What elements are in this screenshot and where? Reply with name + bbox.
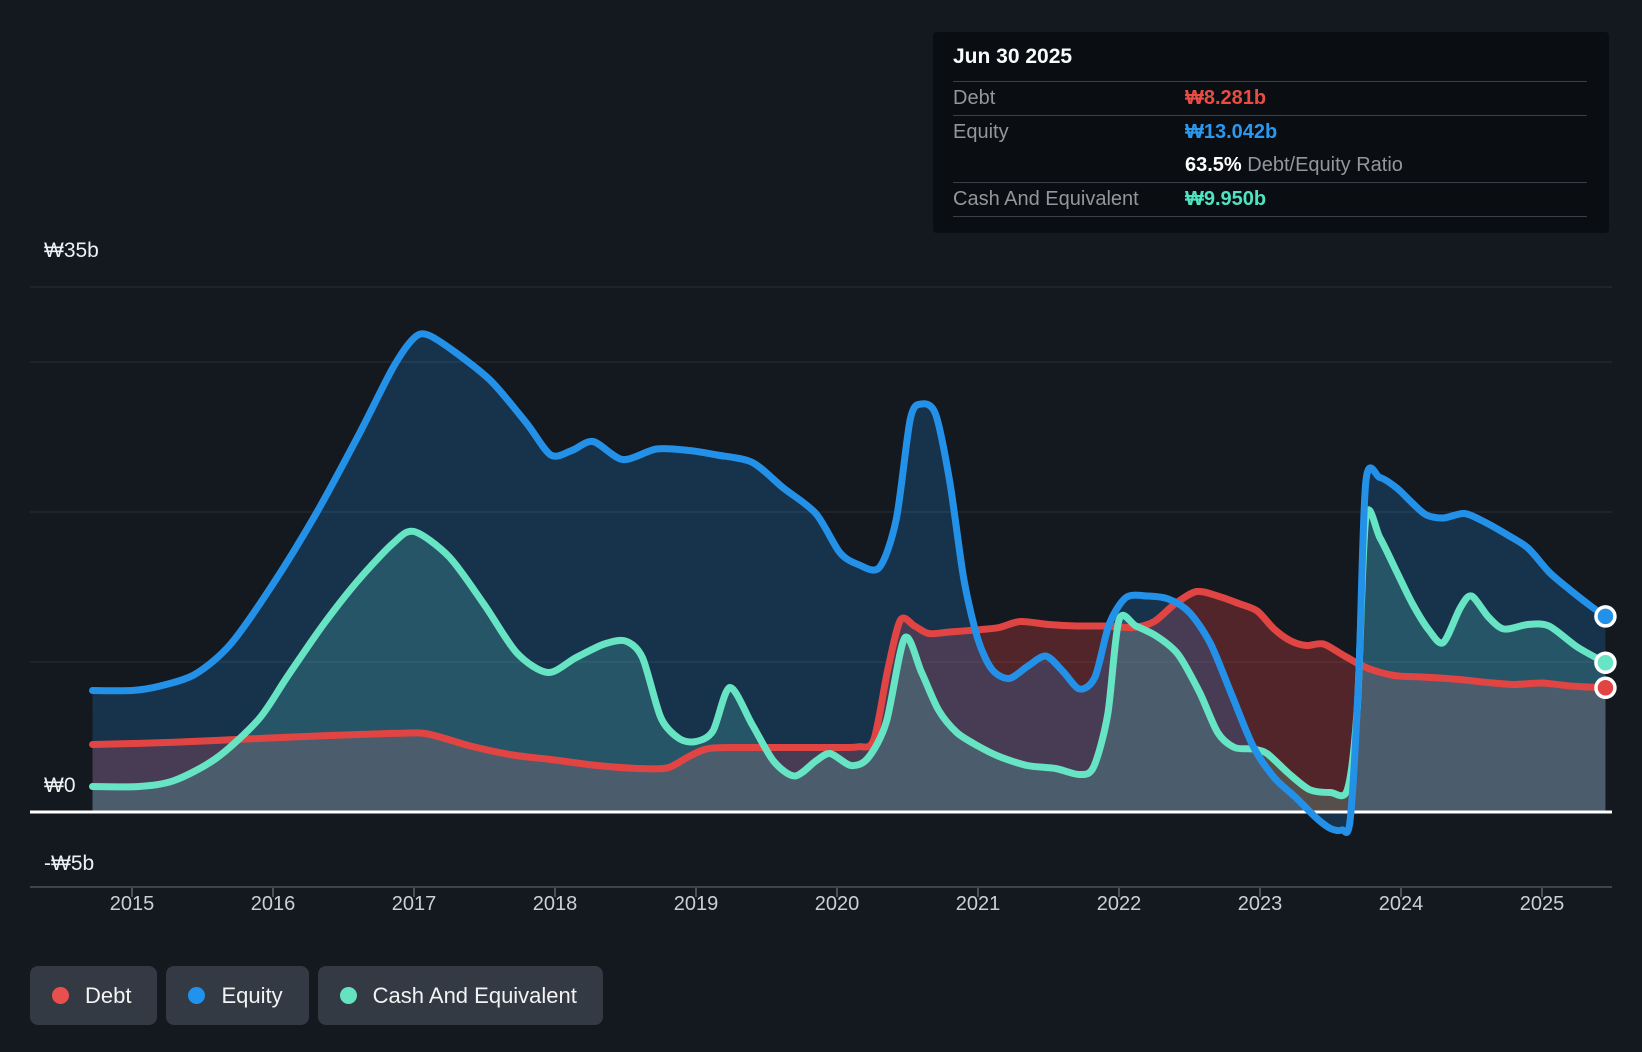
x-axis-label: 2016	[250, 893, 296, 915]
legend-item-debt[interactable]: Debt	[30, 966, 158, 1025]
equity-dot-icon	[188, 987, 206, 1004]
tooltip-debt-value: ₩8.281b	[1185, 87, 1267, 109]
legend-item-cash[interactable]: Cash And Equivalent	[317, 966, 603, 1025]
chart-legend: Debt Equity Cash And Equivalent	[30, 966, 603, 1025]
cash-and-equivalent-marker[interactable]	[1594, 651, 1617, 674]
tooltip-row-debt: Debt ₩8.281b	[953, 82, 1587, 116]
cash-and-equivalent-line	[89, 506, 1609, 800]
cash-dot-icon	[339, 987, 357, 1004]
legend-equity-label: Equity	[221, 982, 283, 1008]
legend-item-equity[interactable]: Equity	[166, 966, 309, 1025]
tooltip-cash-value: ₩9.950b	[1185, 188, 1267, 210]
x-axis-label: 2018	[532, 893, 578, 915]
x-axis-label: 2019	[673, 893, 719, 915]
tooltip-cash-label: Cash And Equivalent	[953, 188, 1139, 210]
tooltip-ratio-value: 63.5%	[1185, 154, 1242, 176]
chart-tooltip: Jun 30 2025 Debt ₩8.281b Equity ₩13.042b…	[933, 32, 1609, 233]
equity-area	[92, 333, 1606, 833]
debt-marker[interactable]	[1594, 676, 1617, 700]
x-axis-label: 2015	[109, 893, 155, 915]
tooltip-row-cash: Cash And Equivalent ₩9.950b	[953, 183, 1587, 217]
x-axis-label: 2021	[955, 893, 1001, 915]
x-axis-label: 2020	[814, 893, 860, 915]
x-axis-label: 2025	[1519, 893, 1565, 915]
equity-marker[interactable]	[1594, 605, 1617, 628]
debt-area	[92, 591, 1606, 812]
x-axis-label: 2017	[391, 893, 437, 915]
y-axis-label-35b: ₩35b	[44, 239, 99, 262]
legend-cash-label: Cash And Equivalent	[372, 982, 577, 1008]
tooltip-ratio: 63.5% Debt/Equity Ratio	[1185, 154, 1403, 176]
tooltip-equity-value: ₩13.042b	[1185, 121, 1278, 143]
tooltip-row-ratio: 63.5% Debt/Equity Ratio	[953, 149, 1587, 183]
y-axis-label-neg5b: -₩5b	[44, 852, 95, 875]
debt-dot-icon	[52, 987, 69, 1004]
tooltip-date: Jun 30 2025	[953, 32, 1587, 82]
legend-debt-label: Debt	[85, 982, 132, 1008]
x-axis-label: 2023	[1237, 893, 1283, 915]
tooltip-row-equity: Equity ₩13.042b	[953, 116, 1587, 149]
x-axis-label: 2024	[1378, 893, 1424, 915]
y-axis-label-0: ₩0	[44, 774, 76, 797]
tooltip-equity-label: Equity	[953, 121, 1009, 143]
x-axis-label: 2022	[1096, 893, 1142, 915]
equity-line	[89, 330, 1609, 836]
tooltip-debt-label: Debt	[953, 87, 996, 109]
